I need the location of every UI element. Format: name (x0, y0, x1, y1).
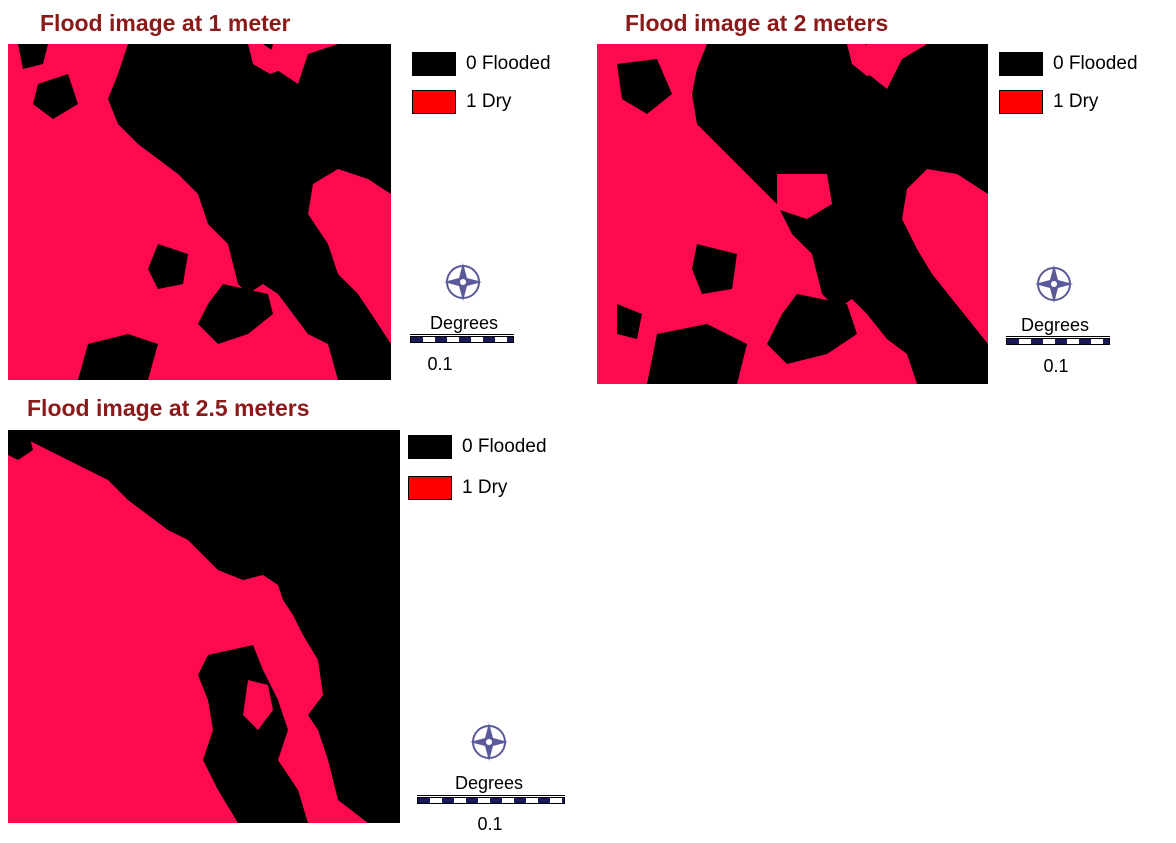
legend-item-dry: 1 Dry (408, 476, 507, 500)
scale-unit-label: Degrees (454, 773, 524, 793)
scale-line (1006, 336, 1110, 337)
legend-swatch-dry (999, 90, 1043, 114)
flood-raster-2-5m (8, 430, 400, 823)
flood-map-2m (597, 44, 988, 384)
scale-bar (417, 797, 565, 804)
flood-raster-1m (8, 44, 391, 380)
legend-label-dry: 1 Dry (1053, 91, 1099, 112)
flood-map-2-5m (8, 430, 400, 823)
legend-item-dry: 1 Dry (999, 90, 1098, 114)
flood-map-1m (8, 44, 391, 380)
map-title-2m: Flood image at 2 meters (625, 10, 889, 36)
map-title-1m: Flood image at 1 meter (40, 10, 291, 36)
scale-value-label: 0.1 (427, 354, 453, 374)
legend-swatch-flooded (408, 435, 452, 459)
legend-item-flooded: 0 Flooded (408, 435, 547, 459)
legend-swatch-flooded (412, 52, 456, 76)
legend-label-dry: 1 Dry (462, 477, 508, 498)
scale-line (410, 334, 514, 335)
legend-swatch-flooded (999, 52, 1043, 76)
legend-item-flooded: 0 Flooded (999, 52, 1138, 76)
legend-label-flooded: 0 Flooded (1053, 53, 1138, 74)
legend-label-flooded: 0 Flooded (466, 53, 551, 74)
flood-raster-2m (597, 44, 988, 384)
legend-swatch-dry (408, 476, 452, 500)
legend-item-flooded: 0 Flooded (412, 52, 551, 76)
scale-bar (410, 336, 514, 343)
legend-label-flooded: 0 Flooded (462, 436, 547, 457)
scale-line (417, 795, 565, 796)
legend-label-dry: 1 Dry (466, 91, 512, 112)
scale-bar (1006, 338, 1110, 345)
north-arrow-icon (469, 722, 509, 762)
map-title-2-5m: Flood image at 2.5 meters (27, 395, 310, 421)
scale-value-label: 0.1 (1043, 356, 1069, 376)
scale-unit-label: Degrees (1020, 315, 1090, 335)
legend-item-dry: 1 Dry (412, 90, 511, 114)
scale-value-label: 0.1 (477, 814, 503, 834)
scale-unit-label: Degrees (429, 313, 499, 333)
north-arrow-icon (443, 262, 483, 302)
north-arrow-icon (1034, 264, 1074, 304)
legend-swatch-dry (412, 90, 456, 114)
